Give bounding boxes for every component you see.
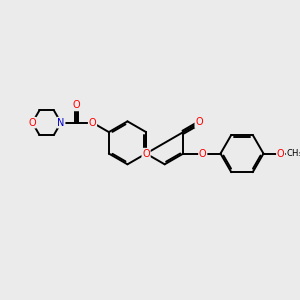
- Text: O: O: [89, 118, 96, 128]
- Text: O: O: [28, 118, 36, 128]
- Text: O: O: [195, 117, 203, 128]
- Text: O: O: [142, 148, 150, 159]
- Text: O: O: [277, 148, 284, 159]
- Text: N: N: [57, 118, 65, 128]
- Text: O: O: [199, 148, 207, 159]
- Text: O: O: [73, 100, 80, 110]
- Text: CH₃: CH₃: [286, 149, 300, 158]
